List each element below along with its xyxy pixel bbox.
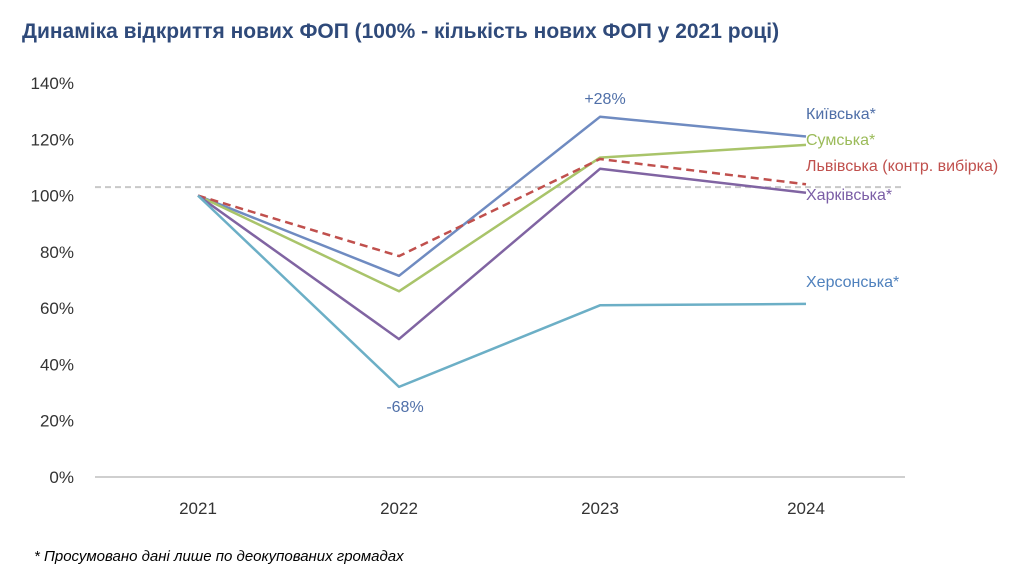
x-tick-label: 2021 <box>179 499 217 518</box>
x-tick-label: 2023 <box>581 499 619 518</box>
y-tick-label: 100% <box>31 187 74 206</box>
y-tick-label: 20% <box>40 412 74 431</box>
series-line <box>197 143 807 293</box>
series-line <box>197 194 807 389</box>
y-tick-label: 60% <box>40 299 74 318</box>
y-tick-label: 40% <box>40 355 74 374</box>
chart-title: Динаміка відкриття нових ФОП (100% - кіл… <box>22 20 780 43</box>
series-line <box>197 157 807 258</box>
y-tick-label: 0% <box>49 468 74 487</box>
line-chart: 0% 20% 40% 60% 80% 100% 120% 140% 2021 2022 2023 2… <box>31 74 999 518</box>
x-tick-label: 2022 <box>380 499 418 518</box>
y-tick-label: 120% <box>31 130 74 149</box>
series-line <box>197 167 807 341</box>
y-tick-label: 80% <box>40 243 74 262</box>
data-annotation: -68% <box>386 399 423 416</box>
series-label: Херсонська* <box>806 274 899 291</box>
y-tick-label: 140% <box>31 74 74 93</box>
x-tick-label: 2024 <box>787 499 825 518</box>
series-line <box>197 115 807 278</box>
series-label: Харківська* <box>806 187 892 204</box>
series-label: Сумська* <box>806 132 875 149</box>
series-label: Київська* <box>806 106 876 123</box>
footnote: * Просумовано дані лише по деокупованих … <box>34 548 404 565</box>
data-annotation: +28% <box>584 91 625 108</box>
series-label: Львівська (контр. вибірка) <box>806 158 998 175</box>
